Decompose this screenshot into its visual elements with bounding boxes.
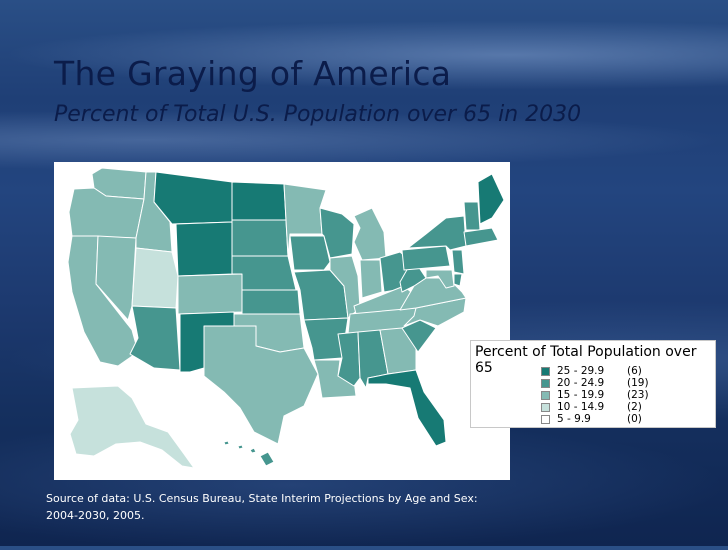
state-nevada [95, 235, 137, 321]
state-new-york [407, 215, 467, 251]
state-new-england-south [463, 227, 499, 247]
state-maine [477, 173, 505, 225]
legend-range: 5 - 9.9 [557, 413, 591, 425]
legend-item: 15 - 19.9 (23) [541, 389, 711, 402]
legend-range: 10 - 14.9 [557, 401, 605, 413]
state-delaware [453, 273, 463, 287]
state-north-dakota [231, 181, 287, 221]
state-new-jersey [451, 249, 465, 275]
legend-range: 15 - 19.9 [557, 389, 605, 401]
legend-range: 25 - 29.9 [557, 365, 605, 377]
state-kansas [241, 289, 301, 315]
state-texas [203, 325, 319, 445]
state-louisiana [313, 359, 357, 399]
legend-item: 5 - 9.9 (0) [541, 413, 711, 426]
state-michigan [353, 207, 387, 261]
state-indiana [359, 259, 383, 299]
state-mississippi [337, 331, 361, 387]
legend-count: (6) [627, 365, 642, 377]
state-wisconsin [319, 207, 355, 259]
us-map [67, 167, 505, 469]
source-line: Source of data: U.S. Census Bureau, Stat… [46, 492, 478, 505]
legend-item: 10 - 14.9 (2) [541, 401, 711, 414]
state-montana [153, 171, 233, 225]
legend-swatch [541, 403, 550, 412]
state-maryland [425, 269, 455, 289]
state-illinois [329, 255, 361, 319]
state-south-dakota [231, 219, 289, 257]
legend-swatch [541, 415, 550, 424]
us-map-panel [54, 162, 510, 480]
state-minnesota [283, 183, 327, 257]
source-line: 2004-2030, 2005. [46, 509, 145, 522]
map-legend: Percent of Total Population over 65 25 -… [470, 340, 716, 428]
legend-title: Percent of Total Population over 65 [475, 344, 697, 376]
state-nebraska [231, 255, 297, 291]
state-georgia [379, 327, 417, 375]
state-utah [131, 247, 179, 309]
legend-swatch [541, 391, 550, 400]
state-arizona [129, 305, 181, 371]
state-wyoming [175, 221, 233, 277]
state-colorado [177, 273, 243, 315]
state-arkansas [303, 317, 349, 361]
state-north-carolina [403, 297, 467, 327]
slide-title: The Graying of America [54, 54, 452, 93]
legend-swatch [541, 379, 550, 388]
state-florida [367, 369, 447, 447]
slide-subtitle: Percent of Total U.S. Population over 65… [54, 102, 582, 127]
state-alaska [69, 385, 195, 469]
state-hawaii [223, 440, 275, 467]
source-note: Source of data: U.S. Census Bureau, Stat… [46, 490, 566, 524]
state-iowa [289, 235, 331, 271]
legend-range: 20 - 24.9 [557, 377, 605, 389]
legend-count: (0) [627, 413, 642, 425]
legend-count: (19) [627, 377, 649, 389]
legend-count: (2) [627, 401, 642, 413]
legend-swatch [541, 367, 550, 376]
legend-item: 20 - 24.9 (19) [541, 377, 711, 390]
legend-item: 25 - 29.9 (6) [541, 365, 711, 378]
legend-count: (23) [627, 389, 649, 401]
state-pennsylvania [401, 245, 451, 271]
state-new-england-north [463, 201, 481, 231]
